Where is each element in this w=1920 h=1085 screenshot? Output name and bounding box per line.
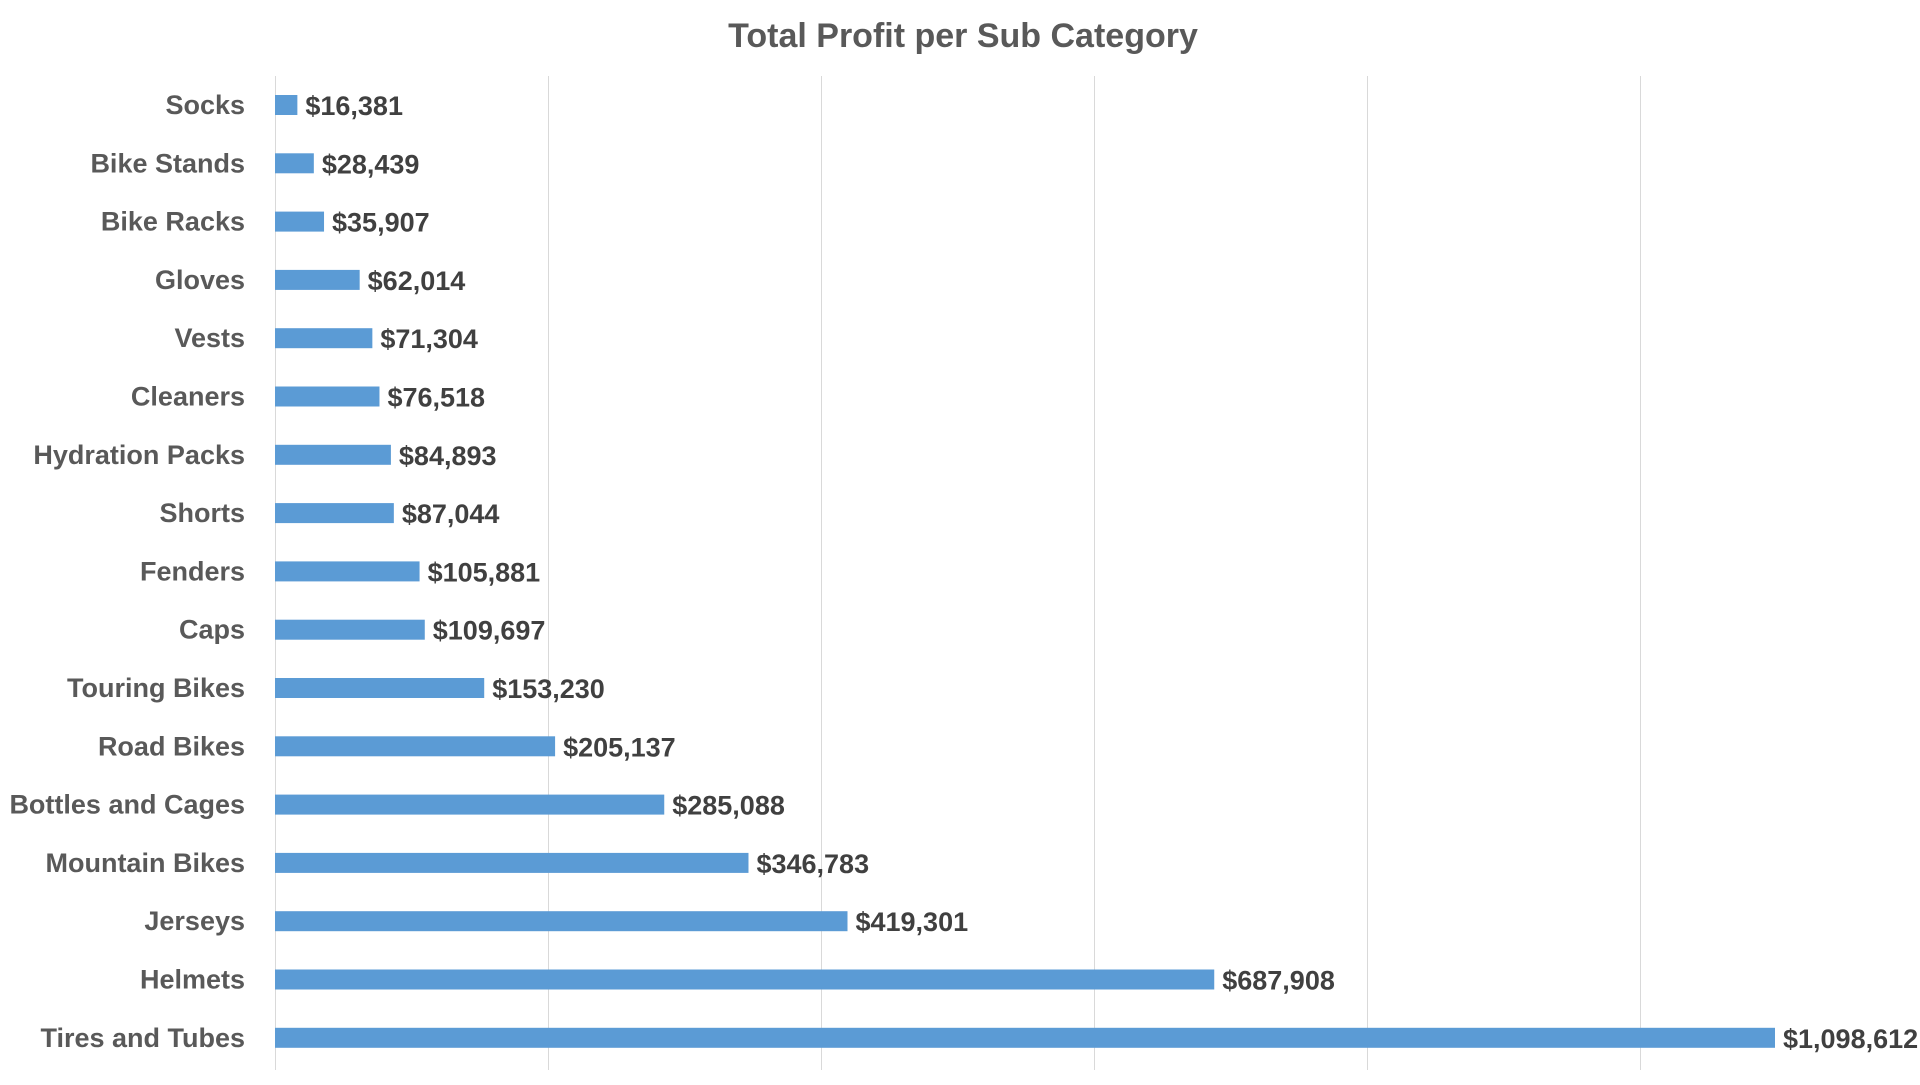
category-label: Road Bikes [98, 731, 245, 761]
data-label: $16,381 [305, 91, 403, 121]
bar [275, 911, 848, 932]
category-label: Tires and Tubes [40, 1023, 245, 1053]
data-label: $1,098,612 [1783, 1024, 1918, 1054]
data-label: $35,907 [332, 208, 430, 238]
gridlines [275, 76, 1641, 1070]
bar [275, 678, 485, 698]
bar [275, 444, 391, 465]
data-label: $62,014 [368, 266, 466, 296]
bar [275, 619, 425, 640]
bar [275, 211, 325, 232]
category-labels: Socks Bike Stands Bike Racks Gloves Vests Cle… [9, 90, 245, 1053]
data-label: $109,697 [433, 616, 546, 646]
data-label: $84,893 [399, 441, 497, 471]
category-label: Jerseys [144, 906, 245, 936]
category-label: Vests [174, 323, 245, 353]
bar [275, 328, 373, 349]
category-label: Mountain Bikes [45, 848, 245, 878]
category-label: Touring Bikes [67, 673, 245, 703]
category-label: Shorts [159, 498, 245, 528]
data-label: $285,088 [672, 791, 785, 821]
data-label: $87,044 [402, 499, 500, 529]
category-label: Bike Racks [101, 207, 245, 237]
category-label: Helmets [140, 965, 245, 995]
data-label: $153,230 [492, 674, 605, 704]
bar [275, 95, 298, 115]
bar [275, 1027, 1775, 1048]
data-label: $205,137 [563, 732, 676, 762]
data-label: $28,439 [322, 149, 420, 179]
bar [275, 386, 380, 407]
category-label: Socks [165, 90, 245, 120]
data-label: $687,908 [1222, 966, 1335, 996]
category-label: Cleaners [131, 382, 245, 412]
data-label: $346,783 [756, 849, 869, 879]
data-label: $71,304 [380, 324, 478, 354]
category-label: Hydration Packs [33, 440, 245, 470]
chart-title: Total Profit per Sub Category [728, 17, 1198, 55]
category-label: Bottles and Cages [9, 790, 245, 820]
bars [275, 95, 1775, 1048]
bar [275, 969, 1215, 990]
category-label: Caps [179, 615, 245, 645]
bar [275, 503, 394, 524]
category-label: Fenders [140, 556, 245, 586]
category-label: Gloves [155, 265, 245, 295]
bar [275, 153, 314, 174]
category-label: Bike Stands [90, 148, 245, 178]
bar [275, 736, 556, 757]
data-label: $105,881 [428, 557, 541, 587]
bar [275, 269, 360, 290]
bar [275, 852, 749, 873]
data-label: $76,518 [387, 383, 485, 413]
bar [275, 561, 420, 582]
data-labels: $16,381 $28,439 $35,907 $62,014 $71,304 $76,5… [305, 91, 1918, 1054]
bar [275, 794, 665, 815]
data-label: $419,301 [855, 907, 968, 937]
